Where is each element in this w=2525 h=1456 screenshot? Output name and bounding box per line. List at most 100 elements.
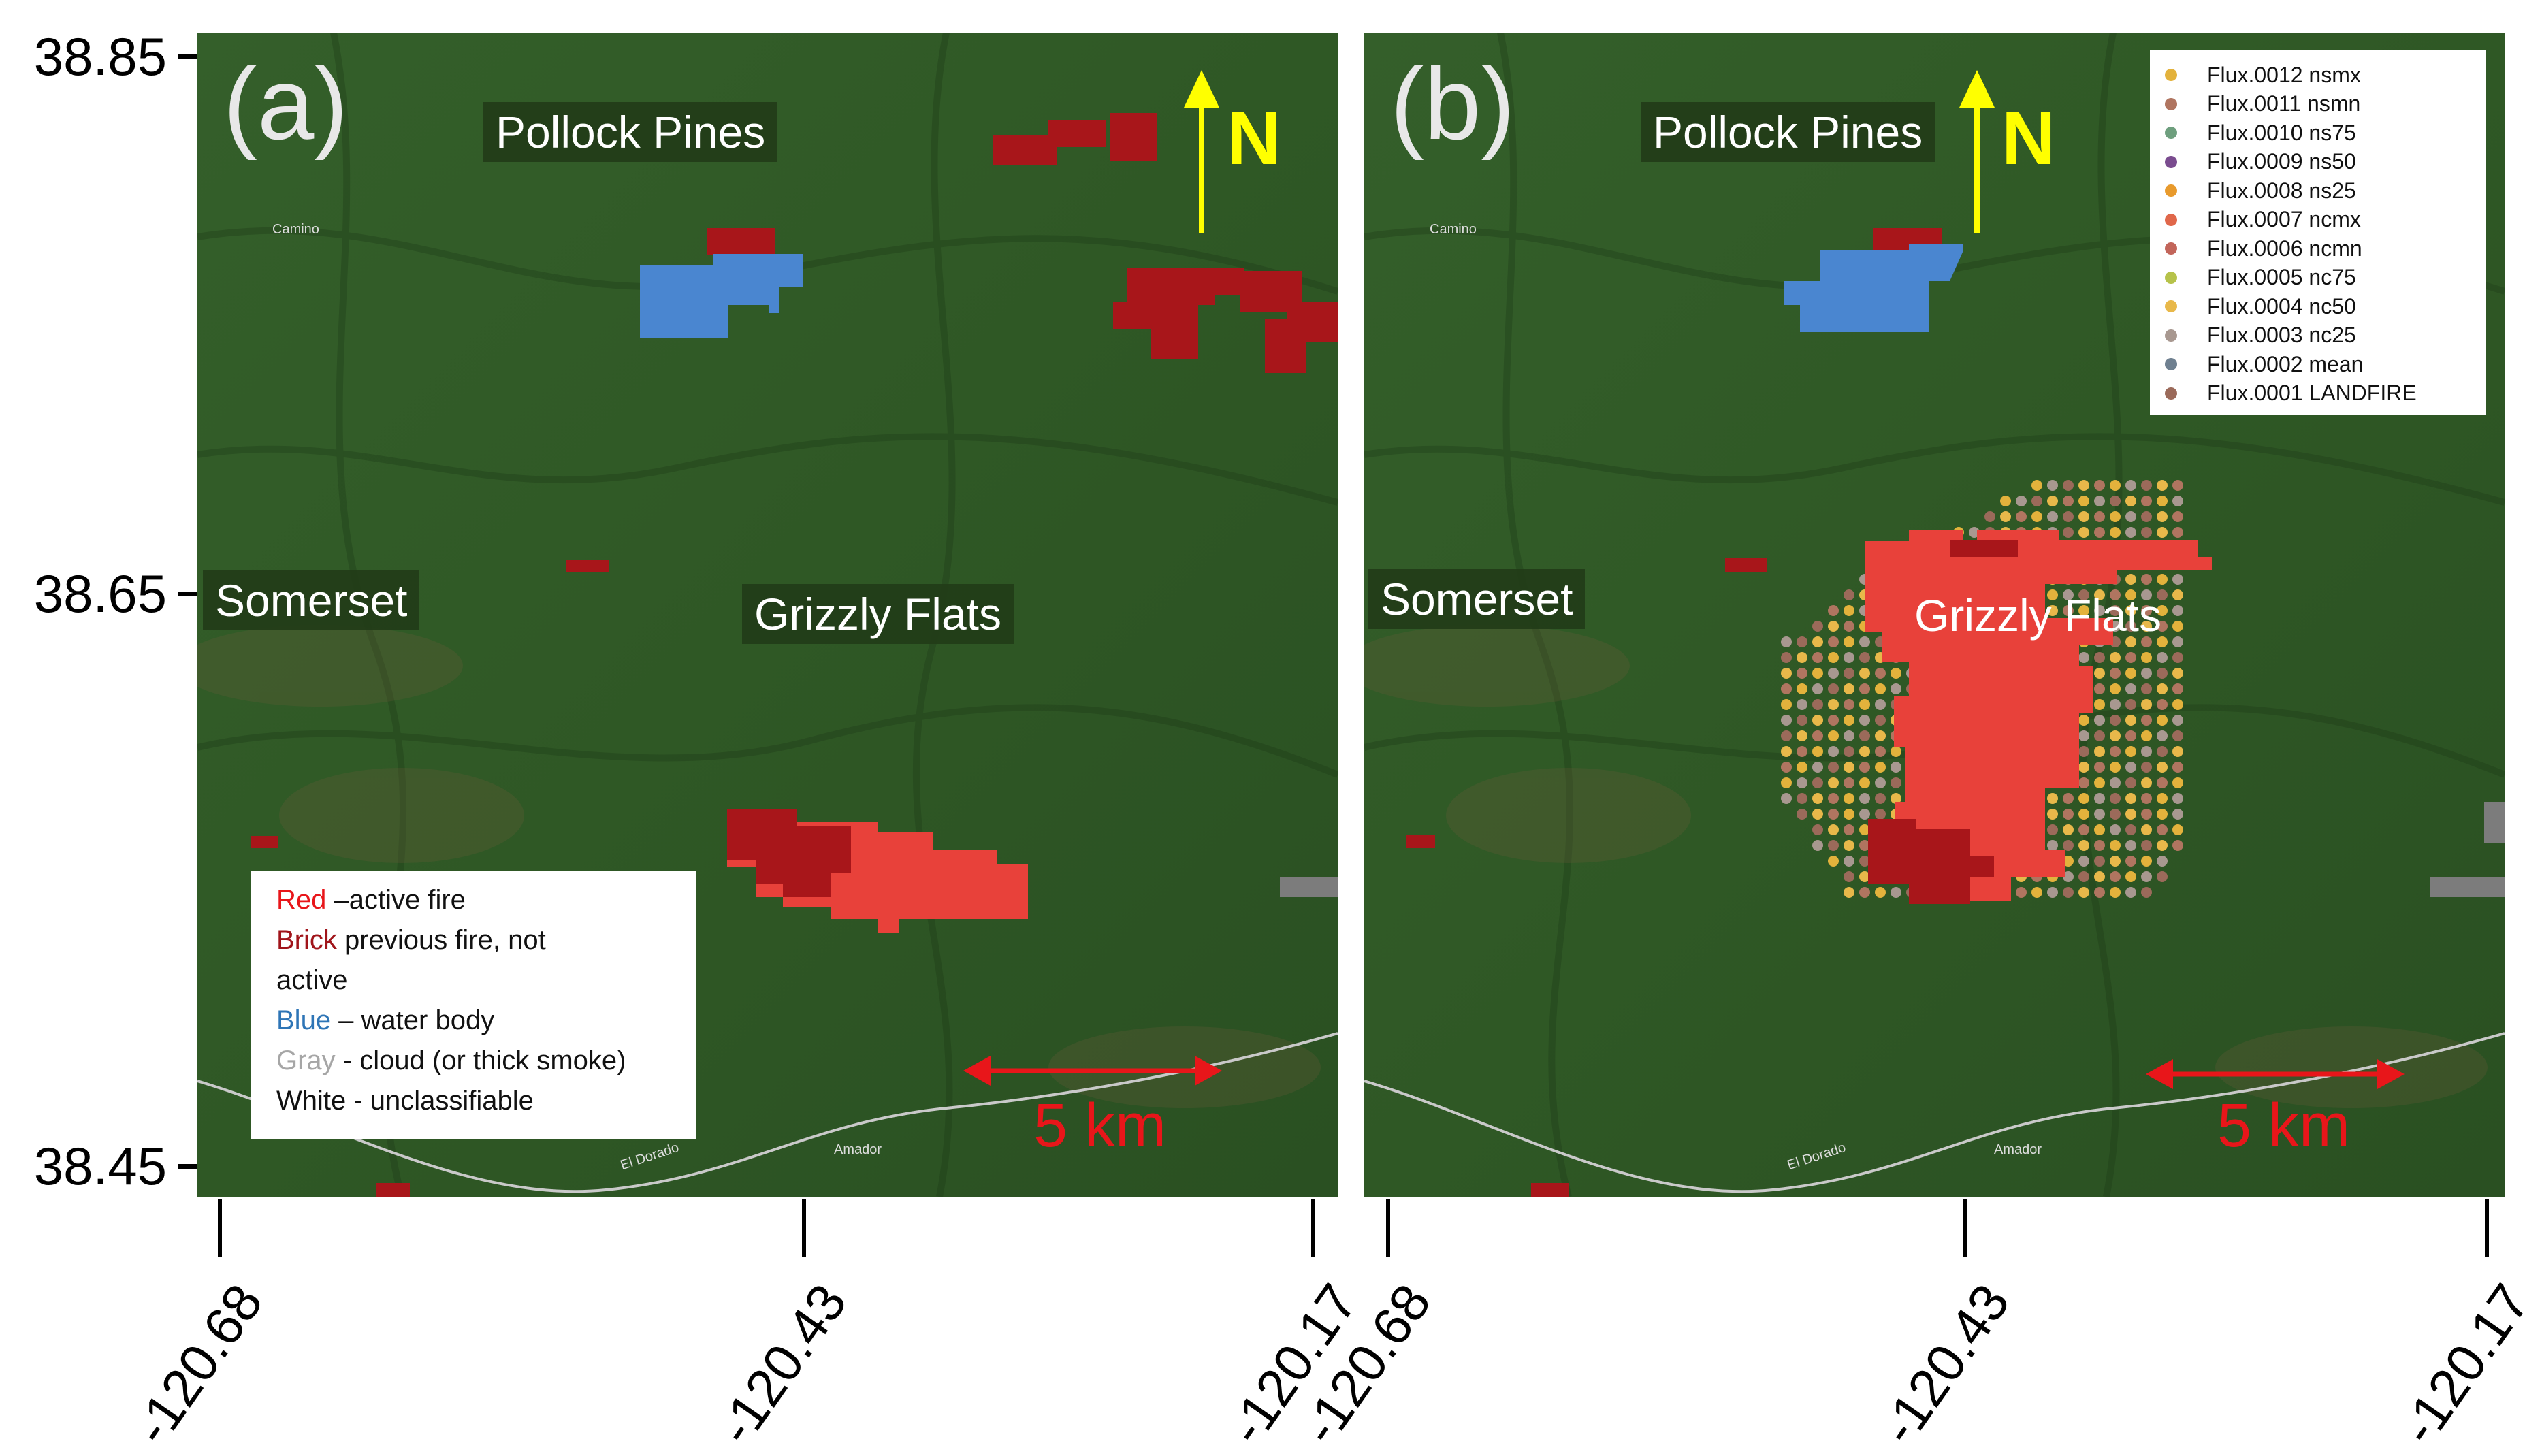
place-label-pollock-pines: Pollock Pines [1641, 102, 1935, 162]
model-dot [1844, 840, 1854, 851]
model-dot [1797, 699, 1807, 710]
model-dot [2172, 589, 2183, 600]
model-dot [1875, 777, 1886, 788]
model-dot [2172, 793, 2183, 804]
model-dot [2141, 840, 2152, 851]
legend-row: Gray - cloud (or thick smoke) [276, 1041, 696, 1081]
model-dot [2110, 652, 2121, 663]
model-dot [1984, 511, 1995, 522]
model-dot [2125, 824, 2136, 835]
model-dot [1875, 668, 1886, 679]
model-dot [2157, 605, 2168, 616]
model-dot [2172, 527, 2183, 538]
model-dot [2141, 574, 2152, 585]
y-tick-label: 38.45 [33, 1136, 167, 1196]
model-dot [1828, 746, 1839, 757]
model-dot [2016, 887, 2027, 898]
legend-item: Flux.0008 ns25 [2165, 176, 2486, 206]
model-dot [2078, 793, 2089, 804]
model-dot [2110, 856, 2121, 867]
model-dot [2125, 840, 2136, 851]
model-dot [2094, 715, 2105, 726]
model-dot [1781, 730, 1792, 741]
model-dot [1797, 777, 1807, 788]
model-dot [2157, 496, 2168, 506]
model-dot [1812, 652, 1823, 663]
legend-label: Flux.0010 ns75 [2207, 120, 2356, 145]
model-dot [1828, 715, 1839, 726]
model-dot [2031, 480, 2042, 491]
model-dot [1797, 809, 1807, 820]
model-dot [2094, 840, 2105, 851]
model-dot [1844, 715, 1854, 726]
model-dot [2141, 668, 2152, 679]
model-dot [2063, 589, 2074, 600]
legend-row: active [276, 960, 696, 1001]
legend-color-word: Gray [276, 1046, 336, 1075]
model-dot [1781, 793, 1792, 804]
map-panel-b: (b) Pollock Pines Somerset Grizzly Flats… [1364, 33, 2505, 1197]
model-dot [2078, 496, 2089, 506]
model-dot [2110, 496, 2121, 506]
model-dot [1875, 683, 1886, 694]
model-dot [1812, 683, 1823, 694]
model-dot [1844, 856, 1854, 867]
model-dot [2172, 715, 2183, 726]
model-dot [1875, 715, 1886, 726]
model-dot [2125, 480, 2136, 491]
x-tick-label: -120.43 [705, 1273, 858, 1455]
model-dot [1844, 589, 1854, 600]
model-dot [2110, 730, 2121, 741]
model-dot [1844, 793, 1854, 804]
model-dot [2094, 527, 2105, 538]
model-dot [2047, 824, 2058, 835]
model-dot [1859, 793, 1870, 804]
x-tick [802, 1199, 806, 1257]
model-dot [2157, 699, 2168, 710]
model-dot [2125, 652, 2136, 663]
model-dot [2094, 496, 2105, 506]
model-dot [1828, 824, 1839, 835]
model-dot [2078, 746, 2089, 757]
model-dot [2157, 621, 2168, 632]
model-dot [2047, 496, 2058, 506]
legend-dot [2165, 271, 2177, 284]
model-dot [2141, 824, 2152, 835]
model-dot [2141, 793, 2152, 804]
legend-dot [2165, 97, 2177, 110]
model-dot [1812, 762, 1823, 773]
model-dot [2172, 762, 2183, 773]
model-dot [2110, 887, 2121, 898]
model-dot [1859, 887, 1870, 898]
model-dot [1875, 887, 1886, 898]
model-dot [1781, 715, 1792, 726]
model-dot [1812, 699, 1823, 710]
place-label-somerset: Somerset [203, 570, 420, 630]
model-dot [2172, 480, 2183, 491]
model-dot [2094, 809, 2105, 820]
model-dot [2078, 589, 2089, 600]
model-dot [1828, 840, 1839, 851]
model-dot [2157, 762, 2168, 773]
fire-overlay-b [1406, 228, 2505, 1197]
model-dot [2094, 683, 2105, 694]
model-dot [2172, 683, 2183, 694]
model-dot [2110, 511, 2121, 522]
model-dot [2078, 856, 2089, 867]
model-dot [1828, 762, 1839, 773]
model-dot [2094, 824, 2105, 835]
model-dot [2157, 871, 2168, 882]
model-dot [2094, 762, 2105, 773]
model-dot [2063, 793, 2074, 804]
legend-item: Flux.0006 ncmn [2165, 234, 2486, 263]
road-line [197, 1032, 1338, 1193]
model-dot [2157, 715, 2168, 726]
model-dot [2016, 511, 2027, 522]
x-tick-label: -120.17 [2388, 1273, 2525, 1455]
model-dot [1797, 668, 1807, 679]
legend-item: Flux.0010 ns75 [2165, 118, 2486, 148]
model-dot [2157, 777, 2168, 788]
model-dot [2094, 652, 2105, 663]
model-dot [2016, 496, 2027, 506]
model-dot [1844, 824, 1854, 835]
